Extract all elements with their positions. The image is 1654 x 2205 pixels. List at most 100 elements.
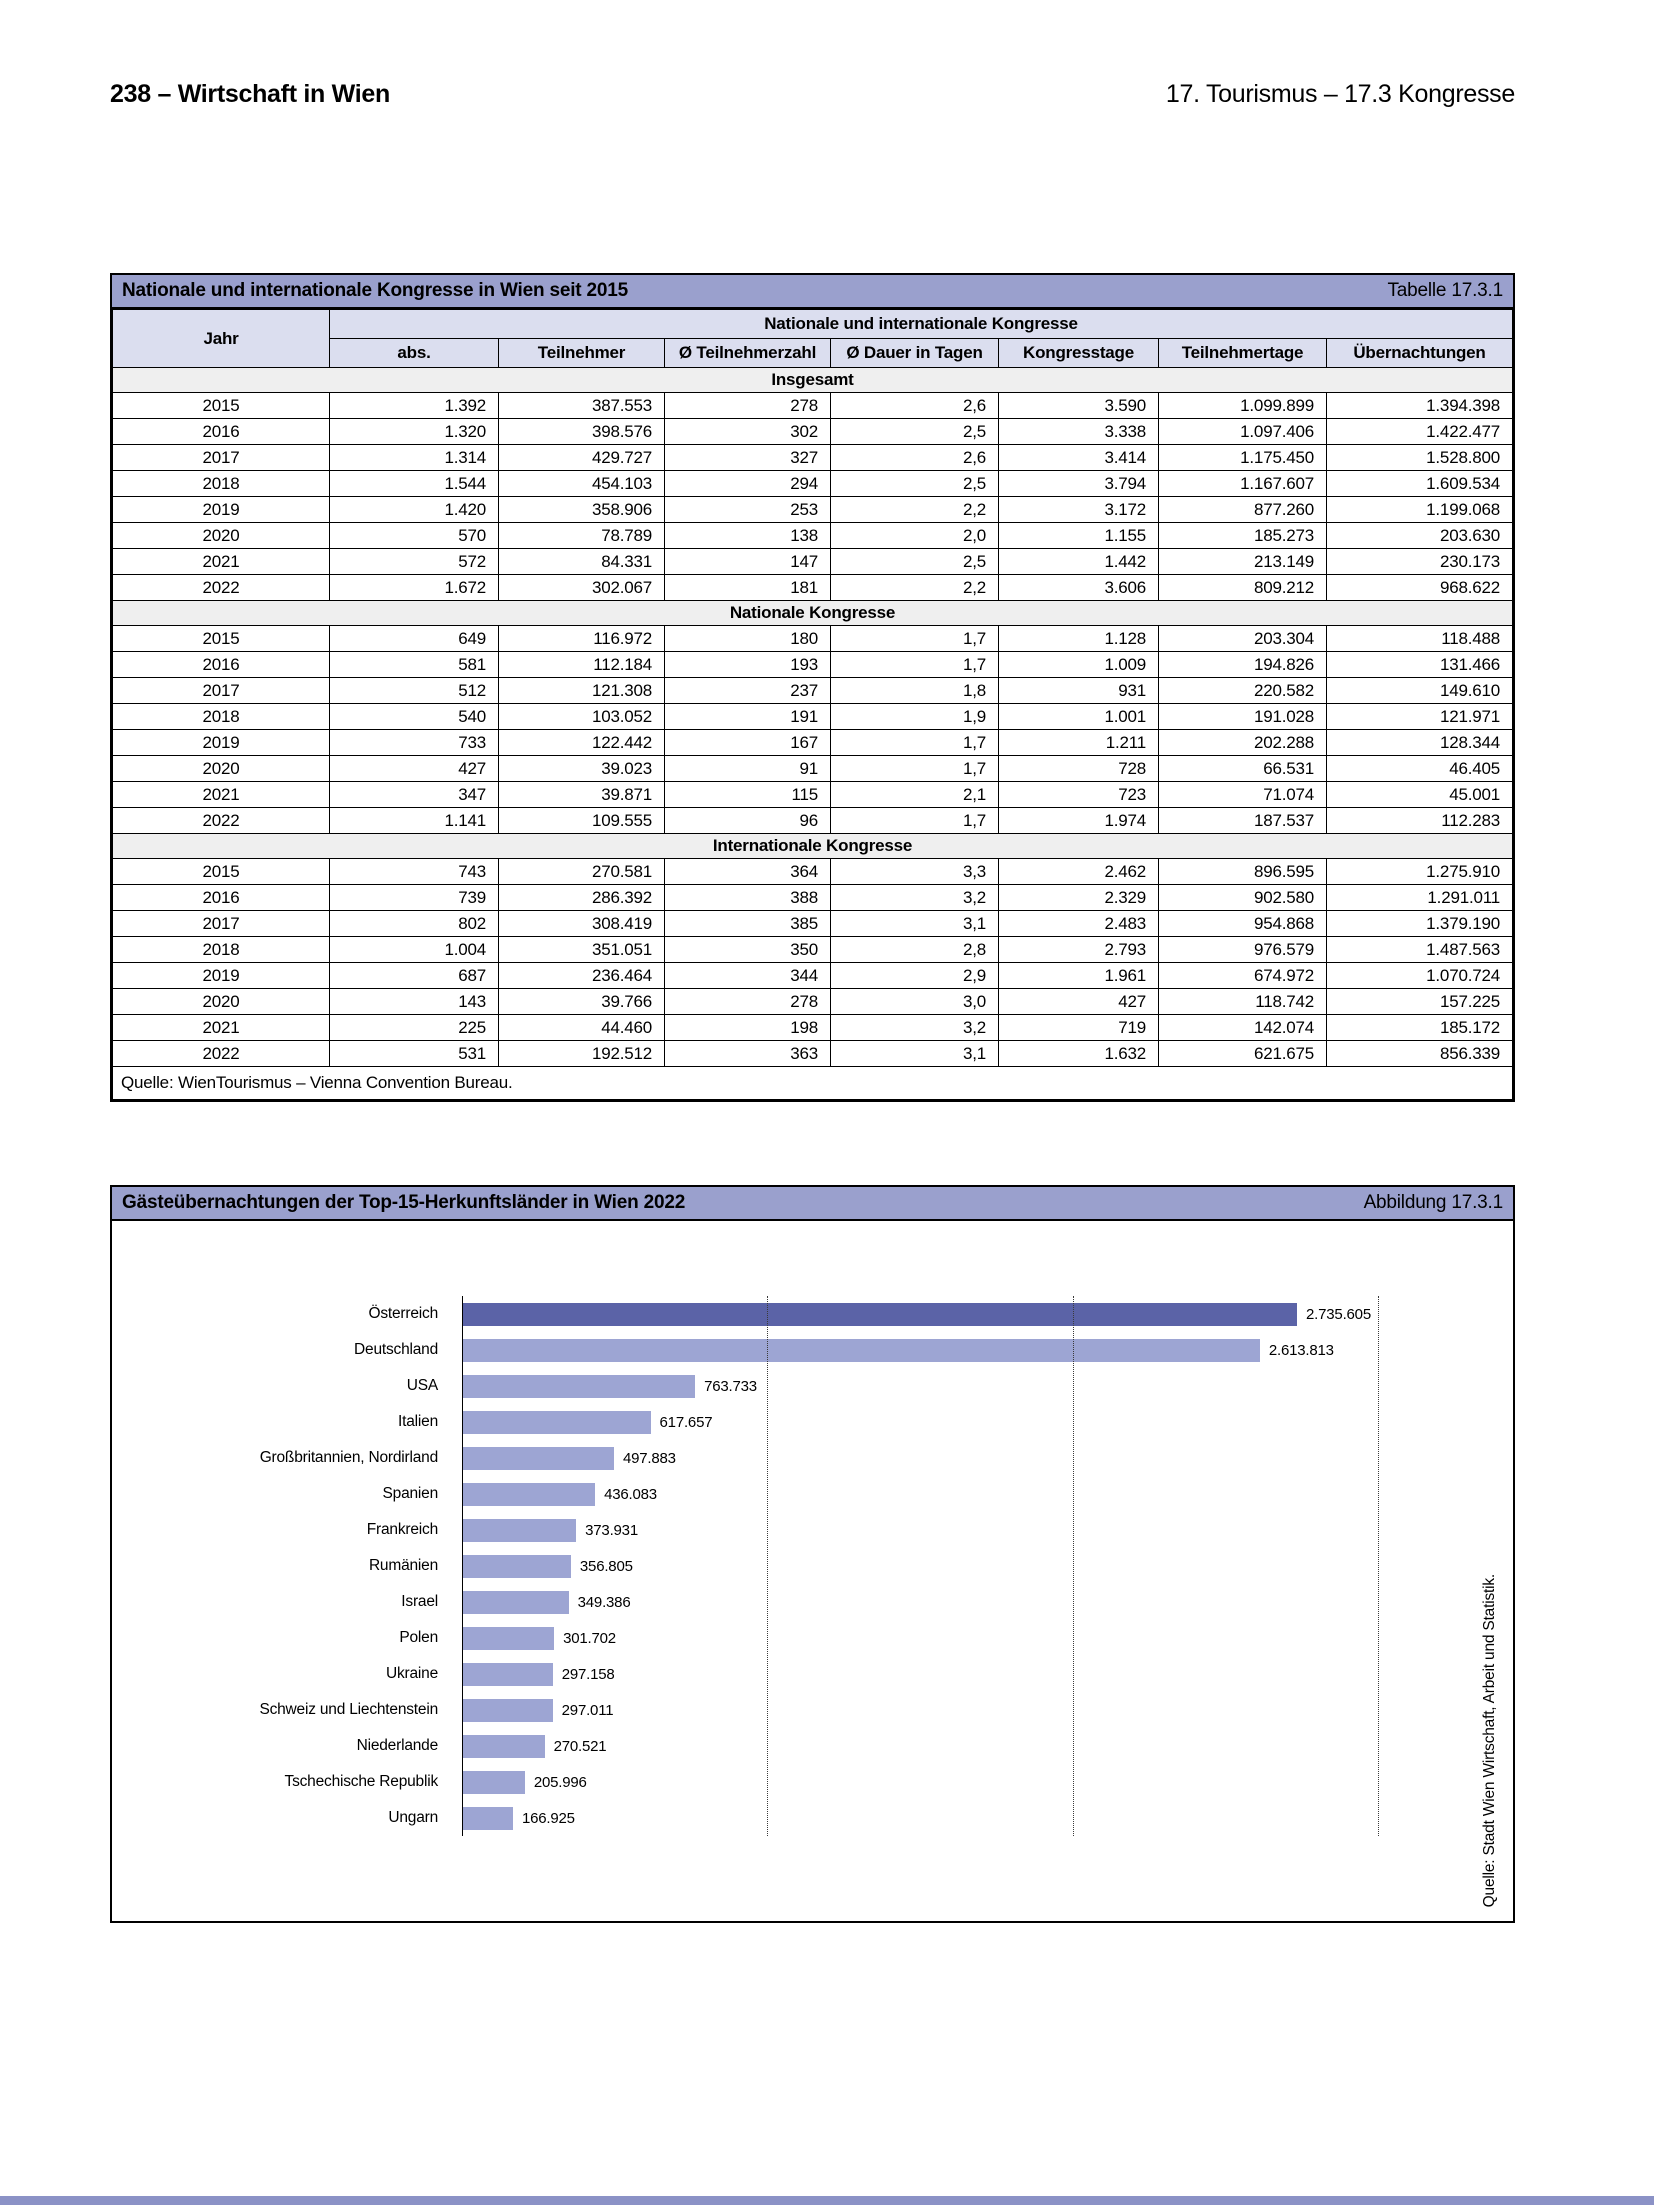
bar-value-label: 166.925 (521, 1809, 575, 1827)
value-cell: 1.175.450 (1158, 444, 1327, 471)
table-row: 2016 1.320 398.576 302 2,5 3.338 1.097.406 1.42… (112, 418, 1513, 445)
year-cell: 2016 (112, 884, 330, 911)
value-cell: 2,0 (830, 522, 999, 549)
bar-category-label: Deutschland (354, 1341, 438, 1358)
value-cell: 193 (664, 651, 831, 678)
bar-value-label: 436.083 (604, 1485, 657, 1503)
value-cell: 1,7 (830, 625, 999, 652)
value-cell: 454.103 (498, 470, 665, 497)
value-cell: 1,7 (830, 651, 999, 678)
value-cell: 2,9 (830, 962, 999, 989)
bar-value-label: 497.883 (622, 1449, 676, 1467)
value-cell: 1,8 (830, 677, 999, 704)
value-cell: 540 (329, 703, 499, 730)
value-cell: 802 (329, 910, 499, 937)
congress-table: Jahr Nationale und internationale Kongre… (112, 309, 1513, 1100)
value-cell: 1.528.800 (1326, 444, 1513, 471)
bar (462, 1518, 577, 1542)
table-row: 2017 1.314 429.727 327 2,6 3.414 1.175.450 1.52… (112, 444, 1513, 471)
value-cell: 1,7 (830, 807, 999, 834)
value-cell: 427 (329, 755, 499, 782)
value-cell: 719 (998, 1014, 1159, 1041)
value-cell: 347 (329, 781, 499, 808)
table-row: 2016 581 112.184 193 1,7 1.009 194.826 131.466 (112, 651, 1513, 678)
table-row: 2021 225 44.460 198 3,2 719 142.074 185.172 (112, 1014, 1513, 1041)
year-cell: 2022 (112, 807, 330, 834)
bar-category-label: Italien (398, 1413, 438, 1430)
value-cell: 3,3 (830, 858, 999, 885)
bar-category-label: Israel (401, 1593, 438, 1610)
bar (462, 1482, 596, 1506)
year-cell: 2017 (112, 910, 330, 937)
table-source: Quelle: WienTourismus – Vienna Conventio… (112, 1066, 1513, 1100)
bar (462, 1770, 525, 1794)
bar (462, 1410, 651, 1434)
value-cell: 157.225 (1326, 988, 1513, 1015)
table-row: 2018 1.544 454.103 294 2,5 3.794 1.167.607 1.60… (112, 470, 1513, 497)
bar-category-label: Rumänien (368, 1557, 438, 1574)
value-cell: 143 (329, 988, 499, 1015)
value-cell: 202.288 (1158, 729, 1327, 756)
value-cell: 1.155 (998, 522, 1159, 549)
year-cell: 2021 (112, 1014, 330, 1041)
year-cell: 2017 (112, 677, 330, 704)
value-cell: 931 (998, 677, 1159, 704)
value-cell: 1.961 (998, 962, 1159, 989)
value-cell: 3,1 (830, 910, 999, 937)
value-cell: 198 (664, 1014, 831, 1041)
value-cell: 581 (329, 651, 499, 678)
value-cell: 142.074 (1158, 1014, 1327, 1041)
value-cell: 1.167.607 (1158, 470, 1327, 497)
table-row: 2019 1.420 358.906 253 2,2 3.172 877.260 1.199.… (112, 496, 1513, 523)
value-cell: 976.579 (1158, 936, 1327, 963)
figure-source-vertical: Quelle: Stadt Wien Wirtschaft, Arbeit un… (1481, 1573, 1498, 1907)
bar (462, 1338, 1260, 1362)
y-axis-line (462, 1296, 463, 1836)
year-cell: 2017 (112, 444, 330, 471)
chart-plot: 2.735.605 2.613.813 763.733 617.657 497.883 4… (462, 1296, 1491, 1836)
table-row: 2015 1.392 387.553 278 2,6 3.590 1.099.899 1.39… (112, 392, 1513, 419)
value-cell: 96 (664, 807, 831, 834)
bar (462, 1554, 571, 1578)
table-row: 2017 802 308.419 385 3,1 2.483 954.868 1.379.19… (112, 910, 1513, 937)
value-cell: 387.553 (498, 392, 665, 419)
bar-value-label: 270.521 (553, 1737, 607, 1755)
value-cell: 1.128 (998, 625, 1159, 652)
chart-category-labels: Österreich Deutschland USA Italien Großbrita… (112, 1296, 450, 1836)
value-cell: 3.172 (998, 496, 1159, 523)
column-header-year: Jahr (112, 309, 330, 368)
table-title-band: Nationale und internationale Kongresse i… (112, 275, 1513, 309)
value-cell: 194.826 (1158, 651, 1327, 678)
value-cell: 39.766 (498, 988, 665, 1015)
value-cell: 1.672 (329, 574, 499, 601)
value-cell: 149.610 (1326, 677, 1513, 704)
chart-bar-row: 497.883 (462, 1440, 1491, 1476)
value-cell: 572 (329, 548, 499, 575)
value-cell: 954.868 (1158, 910, 1327, 937)
value-cell: 1.379.190 (1326, 910, 1513, 937)
value-cell: 237 (664, 677, 831, 704)
year-cell: 2019 (112, 729, 330, 756)
value-cell: 649 (329, 625, 499, 652)
value-cell: 3,1 (830, 1040, 999, 1067)
value-cell: 1.632 (998, 1040, 1159, 1067)
value-cell: 203.630 (1326, 522, 1513, 549)
bar (462, 1626, 555, 1650)
value-cell: 1.097.406 (1158, 418, 1327, 445)
bar-category-label: Ungarn (388, 1809, 438, 1826)
value-cell: 121.308 (498, 677, 665, 704)
value-cell: 308.419 (498, 910, 665, 937)
page-number-title: 238 – Wirtschaft in Wien (110, 80, 390, 108)
table-row: 2017 512 121.308 237 1,8 931 220.582 149.610 (112, 677, 1513, 704)
value-cell: 3,2 (830, 884, 999, 911)
value-cell: 116.972 (498, 625, 665, 652)
table-source-row: Quelle: WienTourismus – Vienna Conventio… (112, 1066, 1513, 1100)
column-header-avg-teilnehmerzahl: Ø Teilnehmerzahl (664, 338, 831, 368)
value-cell: 733 (329, 729, 499, 756)
value-cell: 687 (329, 962, 499, 989)
value-cell: 1.487.563 (1326, 936, 1513, 963)
column-header-uebernachtungen: Übernachtungen (1326, 338, 1513, 368)
value-cell: 66.531 (1158, 755, 1327, 782)
value-cell: 167 (664, 729, 831, 756)
value-cell: 1,7 (830, 729, 999, 756)
